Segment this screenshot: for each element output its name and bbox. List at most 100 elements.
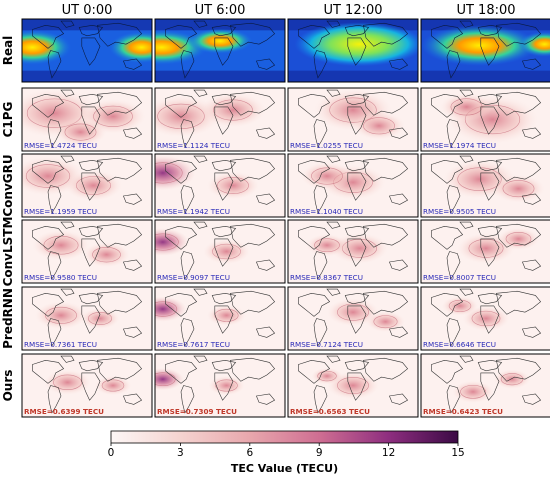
coastline <box>348 173 366 200</box>
continent-outlines <box>298 289 407 346</box>
error-blob <box>452 380 494 403</box>
rmse-label: RMSE=1.0255 TECU <box>290 141 363 150</box>
coastline <box>345 360 368 371</box>
panel-convlstm-ut-12-00: RMSE=0.8367 TECU <box>287 219 419 284</box>
panel-frame <box>21 219 153 284</box>
rmse-label: RMSE=1.1942 TECU <box>157 207 230 216</box>
error-contour <box>329 97 377 123</box>
coastline <box>298 94 329 117</box>
panel-convgru-ut-6-00: RMSE=1.1942 TECU <box>154 153 286 218</box>
coastline <box>256 128 274 138</box>
panel-frame <box>287 353 419 418</box>
coastline <box>181 386 194 413</box>
panel-convgru-ut-12-00: RMSE=1.1040 TECU <box>287 153 419 218</box>
rmse-label: RMSE=0.6646 TECU <box>423 340 496 349</box>
panel-frame <box>21 286 153 351</box>
coastline <box>215 306 233 333</box>
coastline <box>496 158 540 181</box>
continent-outlines <box>32 21 141 78</box>
row-label-convgru: ConvGRU <box>1 154 15 216</box>
coastline <box>194 356 207 362</box>
coastline <box>82 173 100 200</box>
coastline <box>256 394 274 405</box>
coastline <box>327 21 340 27</box>
coastline <box>82 373 100 400</box>
coastline <box>32 293 63 316</box>
coastline <box>447 51 460 78</box>
panel-predrnn-ut-0-00: RMSE=0.7361 TECU <box>21 286 153 351</box>
error-contour <box>101 379 125 392</box>
coastline <box>212 160 235 171</box>
error-contour <box>215 379 238 392</box>
panel-convlstm-ut-18-00: RMSE=0.8007 TECU <box>420 219 550 284</box>
error-blob <box>207 304 246 326</box>
panel-convgru-ut-18-00: RMSE=0.9505 TECU <box>420 153 550 218</box>
error-contour <box>448 299 472 312</box>
coastline <box>194 156 207 162</box>
tec-hotspot <box>294 22 418 67</box>
error-contour <box>500 373 524 386</box>
coastline <box>298 25 329 48</box>
coastline <box>165 360 196 383</box>
coastline <box>165 293 196 316</box>
panel-frame <box>154 353 286 418</box>
column-title-ut-12-00: UT 12:00 <box>323 3 382 18</box>
error-blob <box>306 234 348 257</box>
coastline <box>327 356 340 362</box>
coastline <box>97 23 141 46</box>
panel-grid: RMSE=1.4724 TECU RMSE=1.1124 TECU RMSE=1.0… <box>21 18 550 418</box>
rmse-label: RMSE=1.4724 TECU <box>24 141 97 150</box>
rmse-label: RMSE=0.6399 TECU <box>24 407 104 416</box>
coastline <box>481 373 499 400</box>
coastline <box>256 59 274 69</box>
rmse-label: RMSE=1.1959 TECU <box>24 207 97 216</box>
continent-outlines <box>32 156 141 213</box>
coastline <box>212 94 235 105</box>
error-contour <box>155 233 179 251</box>
continent-outlines <box>165 356 274 413</box>
coastline <box>32 25 63 48</box>
coastline <box>79 94 102 105</box>
coastline <box>230 92 274 115</box>
continent-outlines <box>431 356 540 413</box>
tec-hotspot <box>421 24 538 66</box>
coastline <box>314 252 327 279</box>
column-titles: UT 0:00 UT 6:00 UT 12:00 UT 18:00 <box>62 3 516 18</box>
colorbar-label: TEC Value (TECU) <box>231 462 338 475</box>
coastline <box>32 226 63 249</box>
coastline <box>431 226 462 249</box>
coastline <box>481 107 499 134</box>
coastline <box>82 306 100 333</box>
coastline <box>215 38 233 65</box>
coastline <box>522 59 540 69</box>
coastline <box>389 260 407 271</box>
rmse-label: RMSE=0.6423 TECU <box>423 407 503 416</box>
coastline <box>32 360 63 383</box>
rmse-label: RMSE=0.6563 TECU <box>290 407 370 416</box>
error-contour <box>505 232 532 246</box>
panel-frame <box>21 87 153 152</box>
coastline <box>327 289 340 295</box>
error-blob <box>35 301 87 330</box>
error-blob <box>44 369 91 395</box>
coastline <box>345 25 368 36</box>
coastline <box>314 120 327 147</box>
coastline <box>230 291 274 314</box>
rmse-label: RMSE=0.7617 TECU <box>157 340 230 349</box>
panel-real-ut-6-00 <box>154 18 286 83</box>
coastline <box>389 394 407 405</box>
coastline <box>79 226 102 237</box>
panel-ours-ut-6-00: RMSE=0.7309 TECU <box>154 353 286 418</box>
continent-outlines <box>298 90 407 147</box>
coastline <box>478 94 501 105</box>
coastline <box>298 226 329 249</box>
coastline <box>97 158 141 181</box>
coastline <box>123 128 141 138</box>
continent-outlines <box>431 90 540 147</box>
row-label-real: Real <box>1 36 15 66</box>
coastline <box>478 293 501 304</box>
error-contour <box>214 308 239 322</box>
coastline <box>496 224 540 247</box>
colorbar-tick-label: 0 <box>108 447 115 459</box>
